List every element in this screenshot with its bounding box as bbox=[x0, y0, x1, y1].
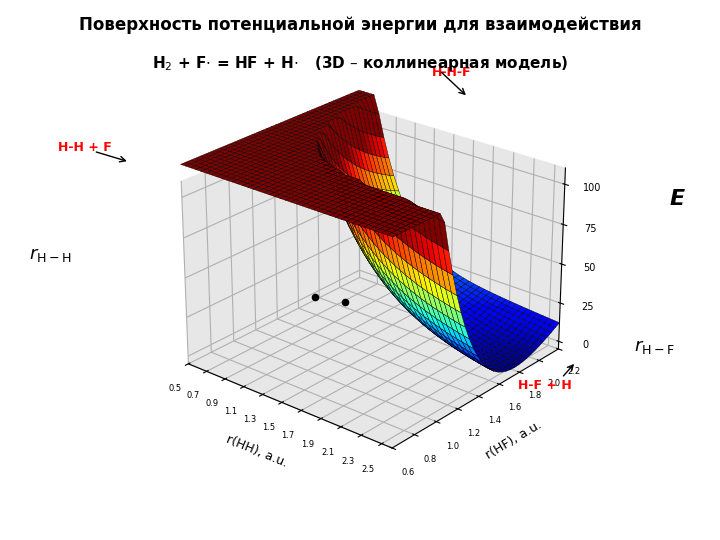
Text: Поверхность потенциальной энергии для взаимодействия: Поверхность потенциальной энергии для вз… bbox=[78, 16, 642, 34]
Text: H-H-F: H-H-F bbox=[432, 65, 472, 79]
Text: H-H + F: H-H + F bbox=[58, 141, 112, 154]
Y-axis label: r(HF), a.u.: r(HF), a.u. bbox=[484, 418, 544, 462]
Text: E: E bbox=[670, 189, 685, 209]
X-axis label: r(HH), a.u.: r(HH), a.u. bbox=[224, 433, 289, 470]
Text: $r_{\mathrm{H-F}}$: $r_{\mathrm{H-F}}$ bbox=[634, 338, 675, 356]
Text: H-F + H: H-F + H bbox=[518, 379, 572, 392]
Text: H$_2$ + F$\cdot$ = HF + H$\cdot$   (3D – коллинеарная модель): H$_2$ + F$\cdot$ = HF + H$\cdot$ (3D – к… bbox=[152, 54, 568, 73]
Text: $r_{\mathrm{H-H}}$: $r_{\mathrm{H-H}}$ bbox=[29, 246, 71, 264]
